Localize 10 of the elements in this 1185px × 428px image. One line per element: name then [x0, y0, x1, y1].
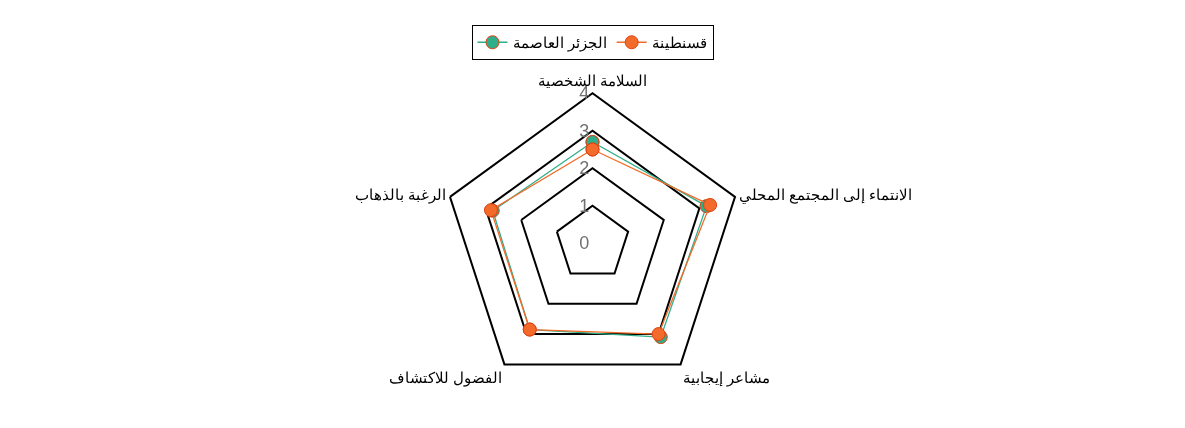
- spoke-label: مشاعر إيجابية: [682, 368, 771, 387]
- legend-label: قسنطينة: [651, 34, 707, 52]
- y-tick-label: 1: [579, 195, 590, 216]
- spoke-label: الرغبة بالذهاب: [355, 185, 447, 204]
- legend-label: الجزئر العاصمة: [512, 34, 607, 53]
- spoke-label: الفضول للاكتشاف: [388, 368, 503, 387]
- spoke-label: الانتماء إلى المجتمع المحلي: [738, 185, 913, 204]
- y-tick-label: 2: [579, 158, 590, 179]
- y-tick-label: 0: [579, 233, 590, 253]
- y-tick-label: 3: [579, 120, 590, 141]
